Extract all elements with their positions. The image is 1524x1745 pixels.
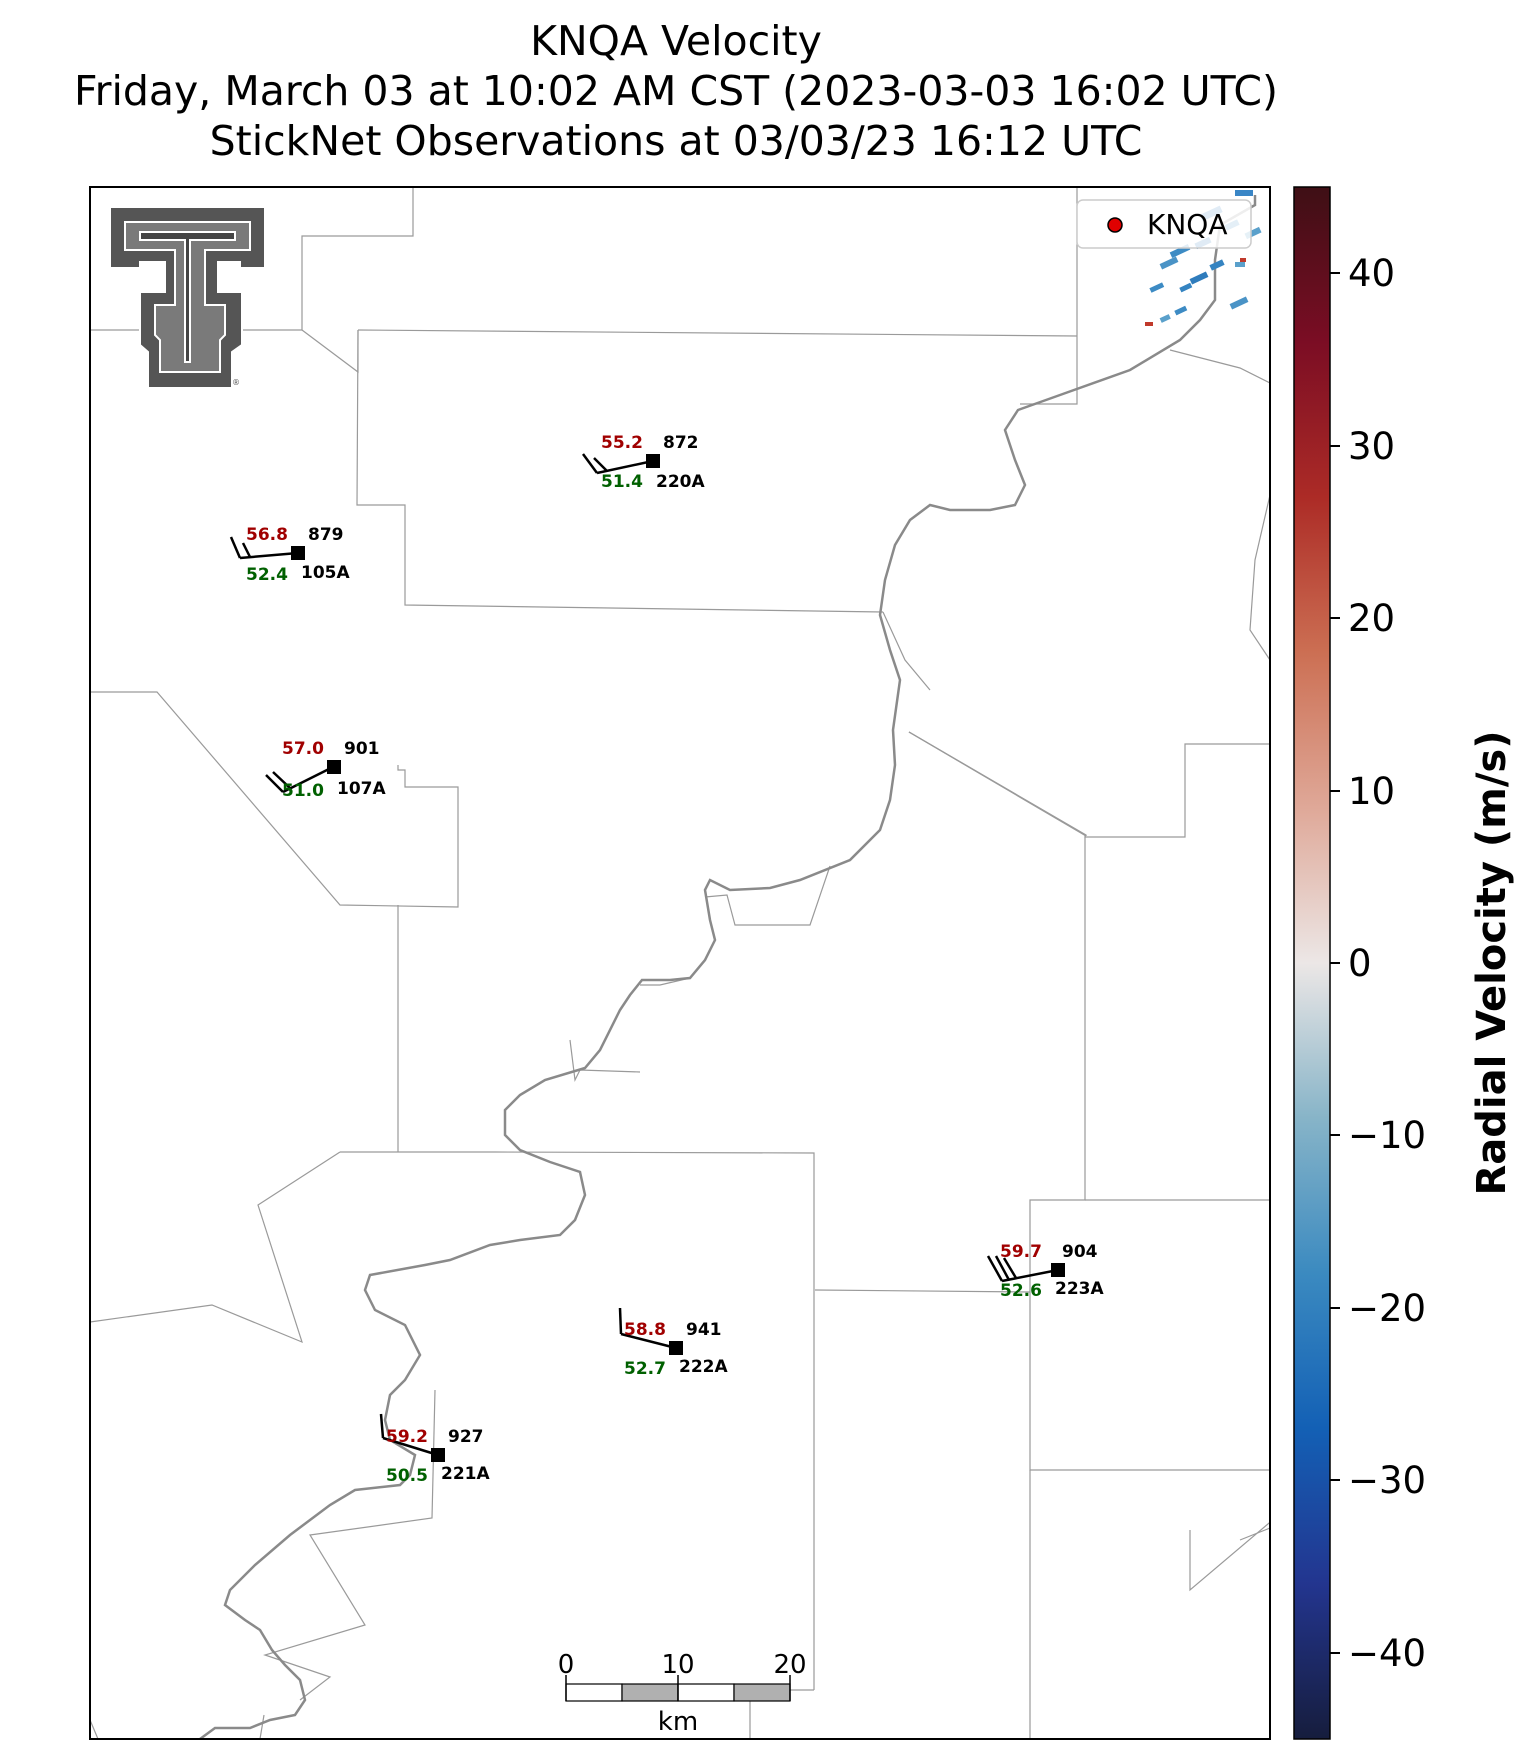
station-221A: 59.2 927 50.5 221A <box>379 1413 490 1486</box>
map-frame <box>89 186 1271 1740</box>
colorbar-tick-neg30: −30 <box>1348 1459 1426 1502</box>
station-107A: 57.0 901 51.0 107A <box>265 739 386 801</box>
station-dewpoint: 51.4 <box>601 472 643 492</box>
map-panel <box>90 187 1270 1739</box>
wind-barb-flag <box>986 1255 1004 1282</box>
station-dewpoint: 52.4 <box>246 565 288 585</box>
stations-layer: 55.2 872 51.4 220A 56.8 879 52.4 105A 57… <box>229 433 1104 1486</box>
svg-text:®: ® <box>232 378 240 387</box>
wind-barb-flag <box>379 1413 385 1439</box>
wind-barb-flag <box>994 1255 1011 1281</box>
title-line-1: KNQA Velocity <box>530 17 822 65</box>
county-boundaries <box>90 187 1270 1739</box>
colorbar-tick-neg40: −40 <box>1348 1632 1426 1675</box>
wind-barb-flag <box>593 457 608 472</box>
station-temperature: 57.0 <box>282 739 324 759</box>
texas-tech-logo: ® <box>109 206 266 389</box>
scale-unit: km <box>658 1707 698 1737</box>
station-dewpoint: 51.0 <box>282 781 324 801</box>
wind-barb-flag <box>272 771 291 789</box>
wind-barb-flag <box>581 453 599 474</box>
station-number: 879 <box>308 525 344 545</box>
legend-label: KNQA <box>1147 208 1228 241</box>
scale-bar: 0 10 20 km <box>558 1650 807 1737</box>
wind-barb-flag <box>1002 1257 1018 1279</box>
wind-barb-flag <box>229 536 242 559</box>
station-temperature: 56.8 <box>246 525 288 545</box>
station-220A: 55.2 872 51.4 220A <box>581 433 705 492</box>
wind-barb-flag <box>618 1307 623 1335</box>
station-number: 941 <box>686 1320 722 1340</box>
station-marker-icon <box>1051 1263 1065 1277</box>
colorbar-tick-0: 0 <box>1348 942 1372 985</box>
station-marker-icon <box>646 454 660 468</box>
station-name: 105A <box>301 563 350 583</box>
station-number: 927 <box>448 1427 484 1447</box>
station-temperature: 55.2 <box>601 433 643 453</box>
station-name: 223A <box>1055 1279 1104 1299</box>
station-223A: 59.7 904 52.6 223A <box>986 1242 1104 1301</box>
station-marker-icon <box>291 546 305 560</box>
wind-barb-shaft <box>239 551 299 560</box>
legend-marker-icon <box>1107 217 1123 233</box>
colorbar-tick-20: 20 <box>1348 597 1395 640</box>
station-name: 107A <box>337 779 386 799</box>
scale-segment <box>621 1683 679 1702</box>
station-marker-icon <box>431 1448 445 1462</box>
station-temperature: 59.2 <box>386 1427 428 1447</box>
station-marker-icon <box>669 1341 683 1355</box>
station-number: 901 <box>344 739 380 759</box>
scale-label-10: 10 <box>661 1650 694 1680</box>
wind-barb-flag <box>265 774 284 793</box>
station-222A: 58.8 941 52.7 222A <box>618 1307 728 1379</box>
station-dewpoint: 52.6 <box>1000 1281 1042 1301</box>
colorbar-tick-neg20: −20 <box>1348 1287 1426 1330</box>
station-number: 904 <box>1062 1242 1098 1262</box>
map-title: KNQA Velocity Friday, March 03 at 10:02 … <box>0 16 1352 166</box>
colorbar-tick-neg10: −10 <box>1348 1114 1426 1157</box>
scale-segment <box>733 1683 791 1702</box>
colorbar-tick-40: 40 <box>1348 252 1395 295</box>
colorbar-tick-30: 30 <box>1348 425 1395 468</box>
station-name: 221A <box>441 1464 490 1484</box>
colorbar-tick-10: 10 <box>1348 770 1395 813</box>
wind-barb-shaft <box>620 1332 677 1350</box>
wind-barb-shaft <box>382 1436 439 1457</box>
scale-label-0: 0 <box>558 1650 575 1680</box>
title-line-3: StickNet Observations at 03/03/23 16:12 … <box>209 117 1143 165</box>
station-marker-icon <box>327 760 341 774</box>
river-boundary <box>199 195 1257 1739</box>
station-name: 222A <box>679 1357 728 1377</box>
scale-segment <box>677 1683 735 1702</box>
wind-barb-shaft <box>1001 1268 1059 1283</box>
colorbar-ticks <box>1330 272 1340 1654</box>
station-105A: 56.8 879 52.4 105A <box>229 525 350 585</box>
station-dewpoint: 50.5 <box>386 1466 428 1486</box>
station-number: 872 <box>663 433 699 453</box>
station-name: 220A <box>656 472 705 492</box>
scale-segment <box>565 1683 623 1702</box>
station-temperature: 58.8 <box>624 1320 666 1340</box>
colorbar-gradient <box>1293 186 1331 1740</box>
wind-barb-shaft <box>282 765 334 794</box>
station-dewpoint: 52.7 <box>624 1359 666 1379</box>
legend: KNQA <box>1076 199 1252 249</box>
legend-box <box>1076 199 1252 249</box>
colorbar: 40 30 20 10 0 −10 −20 −30 −40 Radial Vel… <box>1293 186 1515 1740</box>
title-line-2: Friday, March 03 at 10:02 AM CST (2023-0… <box>74 67 1278 115</box>
scale-label-20: 20 <box>773 1650 806 1680</box>
station-temperature: 59.7 <box>1000 1242 1042 1262</box>
wind-barb-flag <box>241 542 252 558</box>
colorbar-label: Radial Velocity (m/s) <box>1469 730 1515 1195</box>
